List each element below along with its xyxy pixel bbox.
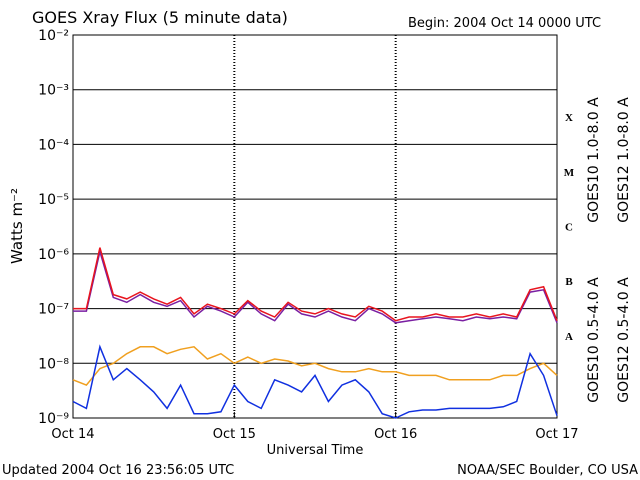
legend-entry: GOES10 1.0-8.0 A: [586, 97, 602, 223]
x-axis-label: Universal Time: [267, 443, 364, 458]
class-label: C: [565, 222, 573, 234]
series-line: [72, 344, 558, 419]
chart-title: GOES Xray Flux (5 minute data): [32, 8, 288, 27]
class-label: M: [564, 167, 575, 179]
legend-entry: GOES12 0.5-4.0 A: [616, 277, 632, 403]
series-line: [73, 247, 558, 322]
class-label: B: [565, 276, 573, 288]
legend-entry: GOES10 0.5-4.0 A: [586, 277, 602, 403]
x-tick-label: Oct 16: [374, 427, 417, 442]
y-tick-label: 10⁻²: [38, 28, 69, 44]
y-tick-label: 10⁻⁶: [38, 247, 69, 263]
x-tick-label: Oct 14: [51, 427, 94, 442]
y-tick-label: 10⁻⁸: [38, 356, 69, 372]
y-tick-label: 10⁻⁷: [38, 302, 69, 318]
y-axis-label: Watts m⁻²: [8, 188, 26, 264]
series-line: [72, 345, 558, 386]
y-tick-label: 10⁻⁵: [38, 192, 69, 208]
legend-entry: GOES12 1.0-8.0 A: [616, 97, 632, 223]
y-tick-label: 10⁻⁹: [38, 411, 69, 427]
x-tick-label: Oct 15: [213, 427, 256, 442]
class-label: X: [565, 112, 573, 124]
y-tick-label: 10⁻⁴: [38, 137, 69, 153]
chart-subtitle: Begin: 2004 Oct 14 0000 UTC: [408, 16, 601, 31]
footer-left: Updated 2004 Oct 16 23:56:05 UTC: [2, 463, 234, 478]
x-tick-label: Oct 17: [535, 427, 578, 442]
series-line: [73, 248, 558, 324]
class-label: A: [565, 331, 573, 343]
y-tick-label: 10⁻³: [38, 83, 69, 99]
footer-right: NOAA/SEC Boulder, CO USA: [457, 463, 638, 478]
plot-frame: [72, 34, 558, 419]
